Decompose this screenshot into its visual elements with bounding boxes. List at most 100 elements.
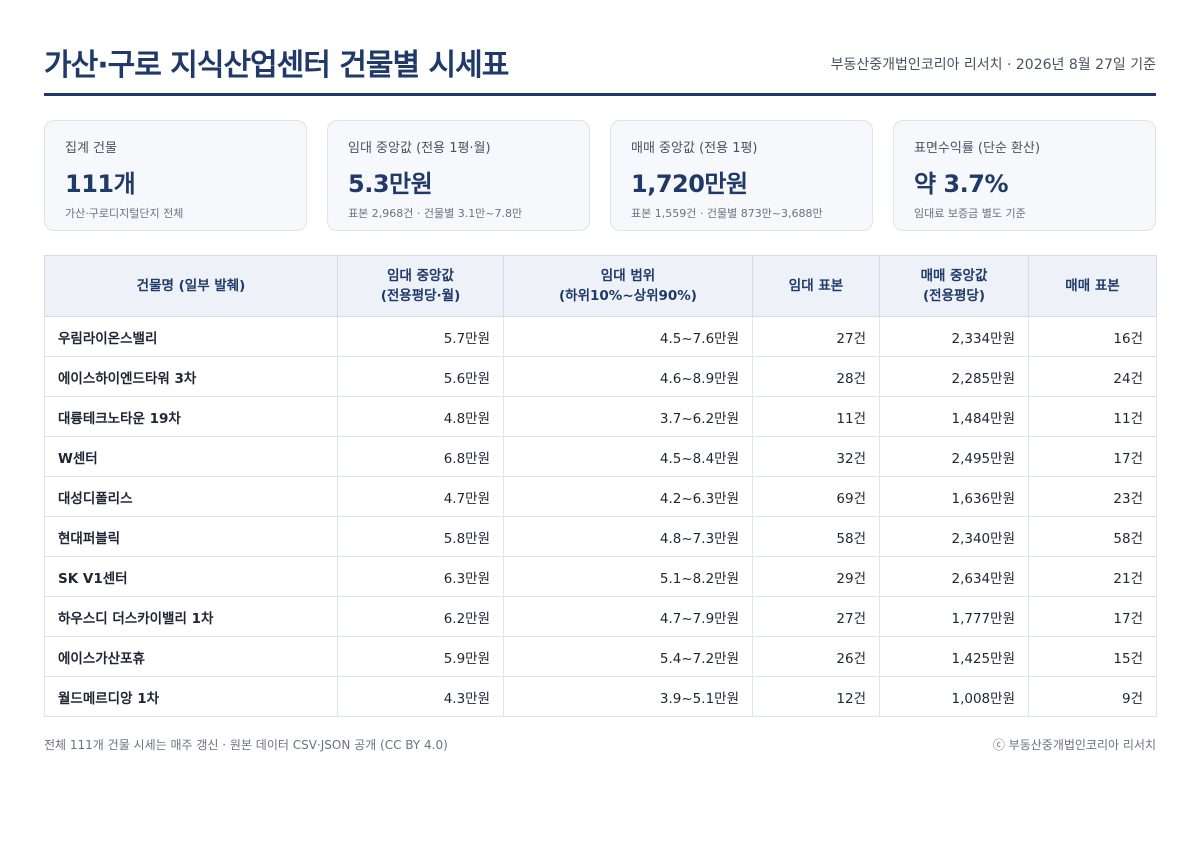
page-title: 가산·구로 지식산업센터 건물별 시세표 — [44, 48, 509, 83]
rent-range: 4.7~7.9만원 — [503, 596, 753, 637]
card-label: 매매 중앙값 (전용 1평) — [631, 141, 758, 156]
table-row: 대륭테크노타운 19차 4.8만원 3.7~6.2만원 11건 1,484만원 … — [44, 396, 1157, 437]
table-row: 에이스하이엔드타워 3차 5.6만원 4.6~8.9만원 28건 2,285만원… — [44, 356, 1157, 397]
building-name: 현대퍼블릭 — [44, 516, 338, 557]
building-name: SK V1센터 — [44, 556, 338, 597]
footer-copyright: ⓒ 부동산중개법인코리아 리서치 — [992, 738, 1156, 752]
rent-range: 4.2~6.3만원 — [503, 476, 753, 517]
rent-samples: 69건 — [752, 476, 880, 517]
header-rent-samples: 임대 표본 — [752, 255, 880, 317]
header-sale-median: 매매 중앙값 (전용평당) — [879, 255, 1029, 317]
rent-samples: 58건 — [752, 516, 880, 557]
rent-median: 4.3만원 — [337, 676, 504, 717]
table-row: 에이스가산포휴 5.9만원 5.4~7.2만원 26건 1,425만원 15건 — [44, 636, 1157, 677]
building-name: 대성디폴리스 — [44, 476, 338, 517]
rent-range: 4.5~7.6만원 — [503, 316, 753, 357]
source-credit: 부동산중개법인코리아 리서치 · 2026년 8월 27일 기준 — [830, 57, 1156, 73]
sale-samples: 21건 — [1028, 556, 1157, 597]
sale-median: 1,636만원 — [879, 476, 1029, 517]
card-label: 표면수익률 (단순 환산) — [914, 141, 1041, 156]
card-note: 표본 1,559건 · 건물별 873만~3,688만 — [631, 207, 823, 220]
rent-median: 5.6만원 — [337, 356, 504, 397]
building-name: 월드메르디앙 1차 — [44, 676, 338, 717]
sale-median: 2,495만원 — [879, 436, 1029, 477]
sale-median: 2,334만원 — [879, 316, 1029, 357]
card-value: 5.3만원 — [348, 170, 433, 198]
rent-samples: 26건 — [752, 636, 880, 677]
rent-range: 5.1~8.2만원 — [503, 556, 753, 597]
rent-samples: 27건 — [752, 316, 880, 357]
sale-median: 1,484만원 — [879, 396, 1029, 437]
card-yield: 표면수익률 (단순 환산) 약 3.7% 임대료 보증금 별도 기준 — [893, 120, 1156, 231]
rent-samples: 32건 — [752, 436, 880, 477]
card-note: 가산·구로디지털단지 전체 — [65, 207, 184, 220]
sale-samples: 11건 — [1028, 396, 1157, 437]
rent-range: 3.7~6.2만원 — [503, 396, 753, 437]
rent-range: 4.5~8.4만원 — [503, 436, 753, 477]
page-header: 가산·구로 지식산업센터 건물별 시세표 부동산중개법인코리아 리서치 · 20… — [44, 36, 1156, 96]
table-row: SK V1센터 6.3만원 5.1~8.2만원 29건 2,634만원 21건 — [44, 556, 1157, 597]
price-table-container: 건물명 (일부 발췌) 임대 중앙값 (전용평당·월) 임대 범위 (하위10%~상… — [44, 255, 1157, 717]
card-value: 약 3.7% — [914, 170, 1009, 198]
rent-samples: 11건 — [752, 396, 880, 437]
sale-median: 1,425만원 — [879, 636, 1029, 677]
rent-median: 6.2만원 — [337, 596, 504, 637]
card-label: 임대 중앙값 (전용 1평·월) — [348, 141, 491, 156]
card-value: 111개 — [65, 170, 136, 198]
rent-range: 5.4~7.2만원 — [503, 636, 753, 677]
building-name: 우림라이온스밸리 — [44, 316, 338, 357]
sale-median: 2,285만원 — [879, 356, 1029, 397]
sale-samples: 24건 — [1028, 356, 1157, 397]
rent-range: 4.8~7.3만원 — [503, 516, 753, 557]
header-rent-range: 임대 범위 (하위10%~상위90%) — [503, 255, 753, 317]
building-name: 하우스디 더스카이밸리 1차 — [44, 596, 338, 637]
card-rent-median: 임대 중앙값 (전용 1평·월) 5.3만원 표본 2,968건 · 건물별 3… — [327, 120, 590, 231]
rent-samples: 29건 — [752, 556, 880, 597]
card-value: 1,720만원 — [631, 170, 748, 198]
card-note: 임대료 보증금 별도 기준 — [914, 207, 1026, 220]
card-note: 표본 2,968건 · 건물별 3.1만~7.8만 — [348, 207, 523, 220]
table-row: W센터 6.8만원 4.5~8.4만원 32건 2,495만원 17건 — [44, 436, 1157, 477]
building-name: 에이스하이엔드타워 3차 — [44, 356, 338, 397]
header-rent-median: 임대 중앙값 (전용평당·월) — [337, 255, 504, 317]
sale-median: 2,634만원 — [879, 556, 1029, 597]
rent-samples: 27건 — [752, 596, 880, 637]
price-table: 건물명 (일부 발췌) 임대 중앙값 (전용평당·월) 임대 범위 (하위10%~상… — [44, 255, 1157, 717]
sale-median: 1,777만원 — [879, 596, 1029, 637]
header-sale-samples: 매매 표본 — [1028, 255, 1157, 317]
rent-range: 3.9~5.1만원 — [503, 676, 753, 717]
sale-samples: 9건 — [1028, 676, 1157, 717]
table-row: 현대퍼블릭 5.8만원 4.8~7.3만원 58건 2,340만원 58건 — [44, 516, 1157, 557]
card-building-count: 집계 건물 111개 가산·구로디지털단지 전체 — [44, 120, 307, 231]
rent-range: 4.6~8.9만원 — [503, 356, 753, 397]
rent-median: 4.8만원 — [337, 396, 504, 437]
header-building-name: 건물명 (일부 발췌) — [44, 255, 338, 317]
sale-samples: 15건 — [1028, 636, 1157, 677]
rent-median: 4.7만원 — [337, 476, 504, 517]
sale-samples: 17건 — [1028, 596, 1157, 637]
rent-median: 5.8만원 — [337, 516, 504, 557]
rent-median: 5.7만원 — [337, 316, 504, 357]
card-sale-median: 매매 중앙값 (전용 1평) 1,720만원 표본 1,559건 · 건물별 8… — [610, 120, 873, 231]
rent-median: 6.8만원 — [337, 436, 504, 477]
building-name: 에이스가산포휴 — [44, 636, 338, 677]
sale-samples: 16건 — [1028, 316, 1157, 357]
building-name: 대륭테크노타운 19차 — [44, 396, 338, 437]
building-name: W센터 — [44, 436, 338, 477]
rent-median: 6.3만원 — [337, 556, 504, 597]
table-row: 월드메르디앙 1차 4.3만원 3.9~5.1만원 12건 1,008만원 9건 — [44, 676, 1157, 717]
rent-median: 5.9만원 — [337, 636, 504, 677]
table-row: 대성디폴리스 4.7만원 4.2~6.3만원 69건 1,636만원 23건 — [44, 476, 1157, 517]
table-row: 우림라이온스밸리 5.7만원 4.5~7.6만원 27건 2,334만원 16건 — [44, 316, 1157, 357]
sale-median: 1,008만원 — [879, 676, 1029, 717]
summary-cards: 집계 건물 111개 가산·구로디지털단지 전체 임대 중앙값 (전용 1평·월… — [44, 120, 1156, 233]
rent-samples: 28건 — [752, 356, 880, 397]
sale-samples: 17건 — [1028, 436, 1157, 477]
sale-samples: 58건 — [1028, 516, 1157, 557]
sale-median: 2,340만원 — [879, 516, 1029, 557]
table-header-row: 건물명 (일부 발췌) 임대 중앙값 (전용평당·월) 임대 범위 (하위10%~상… — [44, 255, 1157, 317]
table-row: 하우스디 더스카이밸리 1차 6.2만원 4.7~7.9만원 27건 1,777… — [44, 596, 1157, 637]
card-label: 집계 건물 — [65, 141, 117, 156]
rent-samples: 12건 — [752, 676, 880, 717]
